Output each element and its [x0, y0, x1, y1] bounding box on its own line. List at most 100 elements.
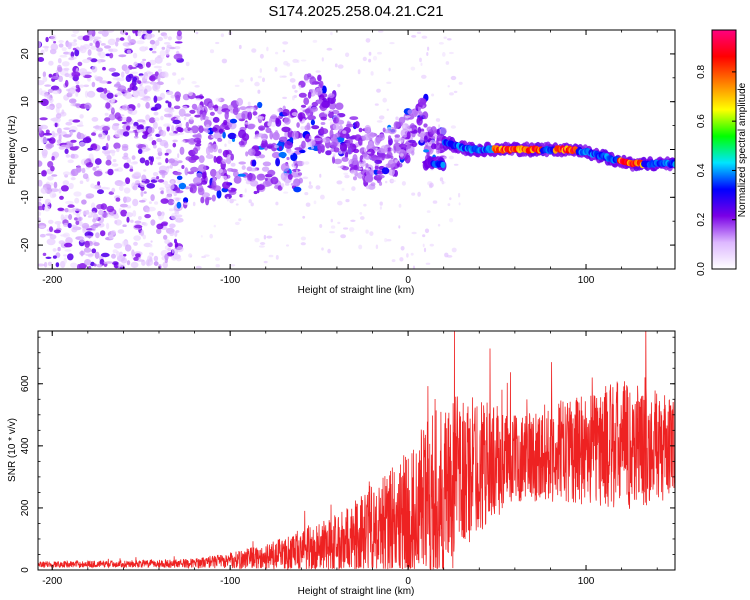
x-tick-label: -100: [220, 576, 240, 587]
spectrogram-cell: [375, 147, 378, 150]
spectrogram-cell: [198, 155, 205, 164]
spectrogram-cell: [190, 166, 199, 173]
spectrogram-cell: [210, 168, 217, 177]
spectrogram-cell: [252, 111, 258, 116]
y-tick-label: 20: [20, 48, 31, 60]
spectrogram-cell: [180, 77, 185, 81]
spectrogram-cell: [100, 230, 106, 237]
spectrogram-cell: [417, 97, 427, 106]
spectrogram-cell: [168, 183, 175, 190]
spectrogram-cell: [368, 58, 372, 63]
spectrogram-cell: [258, 154, 266, 159]
spectrogram-cell: [189, 130, 193, 134]
spectrogram-cell: [209, 111, 215, 116]
spectrogram-cell: [200, 196, 205, 204]
x-tick-label: 0: [405, 576, 411, 587]
spectrogram-cell: [123, 253, 127, 257]
spectrogram-cell: [87, 30, 94, 35]
spectrogram-cell: [133, 171, 141, 177]
spectrogram-cell: [271, 122, 276, 128]
spectrogram-cell: [291, 130, 299, 140]
spectrogram-cell: [93, 242, 100, 247]
spectrogram-cell: [169, 223, 176, 229]
spectrogram-cell: [163, 123, 172, 127]
spectrogram-cell: [115, 197, 121, 202]
spectrogram-cell: [289, 72, 293, 77]
spectrogram-cell: [160, 198, 169, 204]
spectrogram-cell: [376, 88, 381, 93]
spectrogram-cell: [206, 197, 212, 201]
colorbar-tick-label: 0.8: [696, 64, 707, 78]
spectrogram-cell: [94, 158, 102, 165]
spectrogram-cell: [195, 98, 201, 101]
spectrogram-cell: [376, 176, 382, 184]
spectrogram-cell: [138, 65, 144, 70]
spectrogram-cell: [222, 181, 231, 190]
spectrogram-cell: [117, 229, 125, 234]
spectrogram-cell: [245, 180, 251, 185]
spectrogram-cell: [282, 96, 287, 100]
spectrogram-cell: [406, 253, 409, 258]
spectrogram-cell: [68, 98, 77, 104]
spectrogram-x-label: Height of straight line (km): [298, 285, 415, 296]
spectrogram-cell: [64, 249, 72, 252]
spectrogram-cell: [287, 173, 293, 180]
spectrogram-cell: [56, 127, 62, 134]
spectrogram-cell: [103, 87, 108, 94]
spectrogram-cell: [672, 161, 675, 168]
spectrogram-cell: [197, 187, 205, 196]
spectrogram-cell: [67, 204, 75, 208]
spectrogram-cell: [118, 54, 127, 58]
spectrogram-cell: [330, 31, 333, 36]
spectrogram-cell: [191, 81, 197, 84]
spectrogram-cell: [213, 224, 216, 228]
spectrogram-cell: [338, 151, 343, 155]
spectrogram-cell: [91, 81, 96, 88]
spectrogram-cell: [144, 35, 148, 40]
spectrogram-cell: [139, 157, 146, 164]
spectrogram-cell: [438, 42, 444, 45]
spectrogram-cell: [58, 188, 62, 194]
spectrogram-cell: [224, 143, 227, 147]
spectrogram-cell: [285, 182, 290, 186]
spectrogram-cell: [44, 84, 52, 87]
spectrogram-cell: [88, 265, 92, 269]
spectrogram-cell: [67, 222, 72, 229]
spectrogram-cell: [116, 128, 124, 135]
spectrogram-cell: [110, 48, 118, 53]
spectrogram-cell: [38, 57, 45, 62]
spectrogram-cell: [142, 234, 146, 240]
spectrogram-cell: [126, 49, 132, 55]
spectrogram-cell: [111, 123, 119, 131]
spectrogram-cell: [180, 140, 186, 143]
spectrogram-cell: [185, 61, 190, 67]
spectrogram-cell: [122, 131, 130, 137]
spectrogram-cell: [54, 221, 62, 225]
spectrogram-cell: [154, 40, 160, 46]
spectrogram-cell: [167, 36, 172, 41]
spectrogram-cell: [129, 168, 134, 172]
spectrogram-cell: [405, 144, 412, 149]
spectrogram-cell: [140, 190, 144, 197]
spectrogram-cell: [136, 40, 145, 45]
spectrogram-cell: [38, 197, 42, 202]
spectrogram-cell: [453, 163, 459, 166]
spectrogram-cell: [178, 182, 187, 190]
spectrogram-cell: [70, 139, 77, 143]
spectrogram-cell: [134, 224, 143, 229]
spectrogram-cell: [47, 161, 54, 168]
spectrogram-cell: [127, 35, 131, 42]
spectrogram-cell: [53, 229, 61, 234]
spectrogram-cell: [398, 116, 406, 124]
spectrogram-cell: [249, 167, 257, 172]
spectrogram-cell: [330, 225, 336, 229]
spectrogram-cell: [144, 75, 150, 80]
spectrogram-cell: [335, 102, 344, 110]
spectrogram-cell: [179, 146, 185, 155]
spectrogram-cell: [264, 177, 268, 181]
spectrogram-cell: [170, 94, 176, 99]
spectrogram-cell: [75, 166, 82, 173]
spectrogram-cell: [113, 242, 123, 249]
spectrogram-cell: [228, 187, 232, 191]
spectrogram-cell: [187, 127, 192, 132]
